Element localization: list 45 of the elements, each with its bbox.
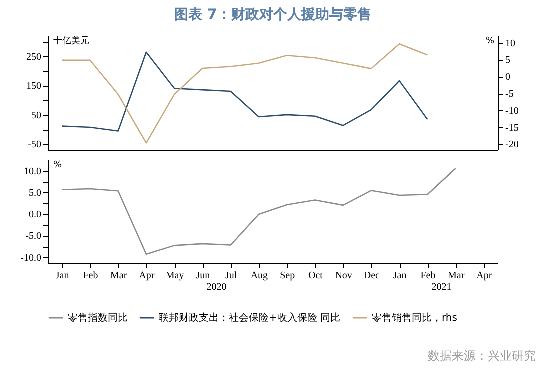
y-tick-label: 10.0 [24,166,42,178]
y2-tick-label: -10 [506,106,519,117]
x-tick-label: Jun [196,270,210,282]
legend-label: 零售指数同比 [68,312,128,324]
y-tick-label: -50 [28,140,42,151]
y-tick-label: 150 [26,81,42,92]
y2-axis-title: % [486,36,495,46]
line-series [61,52,428,132]
x-tick-label: Jan [56,270,70,282]
y-tick-label: -10.0 [20,252,42,264]
y-tick-label: 5.0 [29,188,42,199]
chart-title: 图表 7：财政对个人援助与零售 [174,7,372,23]
x-tick-label: Jan [393,270,407,282]
x-tick-label: Dec [364,270,381,282]
x-tick-label: Jul [225,270,238,282]
text: 2021 [432,282,452,293]
legend-label: 联邦财政支出：社会保险+收入保险 同比 [159,312,341,324]
x-tick-label: Mar [110,270,128,282]
x-tick-label: Oct [308,270,324,282]
y2-tick-label: -15 [506,122,519,134]
x-tick-label: May [166,270,184,282]
y2-tick-label: 0 [506,72,510,84]
line-series [61,43,428,144]
y-tick-label: 0.0 [29,210,42,221]
y2-tick-label: -20 [506,140,519,151]
y-axis-title: 十亿美元 [54,36,90,46]
y-axis-title: % [54,160,62,170]
x-tick-label: Feb [83,270,98,282]
legend-label: 零售销售同比，rhs [372,312,458,324]
line-series [61,168,456,255]
y-tick-label: 250 [26,52,42,63]
y2-tick-label: -5 [506,89,514,100]
x-tick-label: Feb [420,270,436,282]
y2-tick-label: 5 [506,55,510,66]
y-tick-label: 50 [32,110,42,122]
x-tick-label: Apr [476,270,493,282]
x-tick-label: Sep [280,270,296,282]
source-note: 数据来源：兴业研究 [428,348,536,365]
text: 2020 [206,282,227,293]
x-tick-label: Nov [335,270,352,282]
x-tick-label: Aug [250,270,268,282]
x-tick-label: Apr [139,270,156,282]
x-tick-label: Mar [448,270,466,282]
y-tick-label: -5.0 [26,231,42,242]
y2-tick-label: 10 [506,38,516,50]
